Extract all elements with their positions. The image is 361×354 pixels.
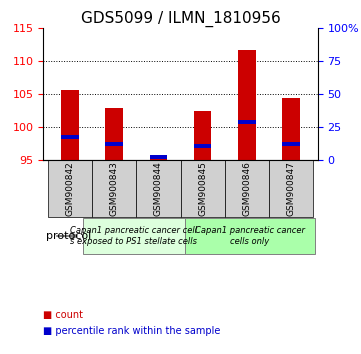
Text: GSM900847: GSM900847 (287, 161, 296, 216)
FancyBboxPatch shape (225, 160, 269, 217)
Text: ■ count: ■ count (43, 310, 83, 320)
Text: GSM900843: GSM900843 (110, 161, 119, 216)
Text: Capan1 pancreatic cancer cell
s exposed to PS1 stellate cells: Capan1 pancreatic cancer cell s exposed … (70, 226, 197, 246)
FancyBboxPatch shape (48, 160, 92, 217)
FancyBboxPatch shape (136, 160, 180, 217)
Text: ■ percentile rank within the sample: ■ percentile rank within the sample (43, 326, 221, 336)
FancyBboxPatch shape (180, 160, 225, 217)
Text: GSM900842: GSM900842 (65, 161, 74, 216)
Text: protocol: protocol (46, 231, 91, 241)
Bar (238, 120, 256, 124)
Text: GSM900845: GSM900845 (198, 161, 207, 216)
Bar (61, 135, 79, 139)
Bar (105, 142, 123, 146)
FancyBboxPatch shape (92, 160, 136, 217)
Bar (282, 98, 300, 160)
FancyBboxPatch shape (83, 218, 184, 254)
Text: Capan1 pancreatic cancer
cells only: Capan1 pancreatic cancer cells only (195, 226, 305, 246)
Bar (149, 155, 167, 159)
FancyBboxPatch shape (184, 218, 315, 254)
Bar (194, 144, 212, 148)
Bar (61, 90, 79, 160)
Title: GDS5099 / ILMN_1810956: GDS5099 / ILMN_1810956 (81, 11, 280, 27)
Bar (282, 142, 300, 146)
Text: GSM900846: GSM900846 (242, 161, 251, 216)
Bar (149, 159, 167, 160)
Bar (194, 111, 212, 160)
Bar (238, 50, 256, 160)
Bar (105, 108, 123, 160)
Text: GSM900844: GSM900844 (154, 161, 163, 216)
FancyBboxPatch shape (269, 160, 313, 217)
